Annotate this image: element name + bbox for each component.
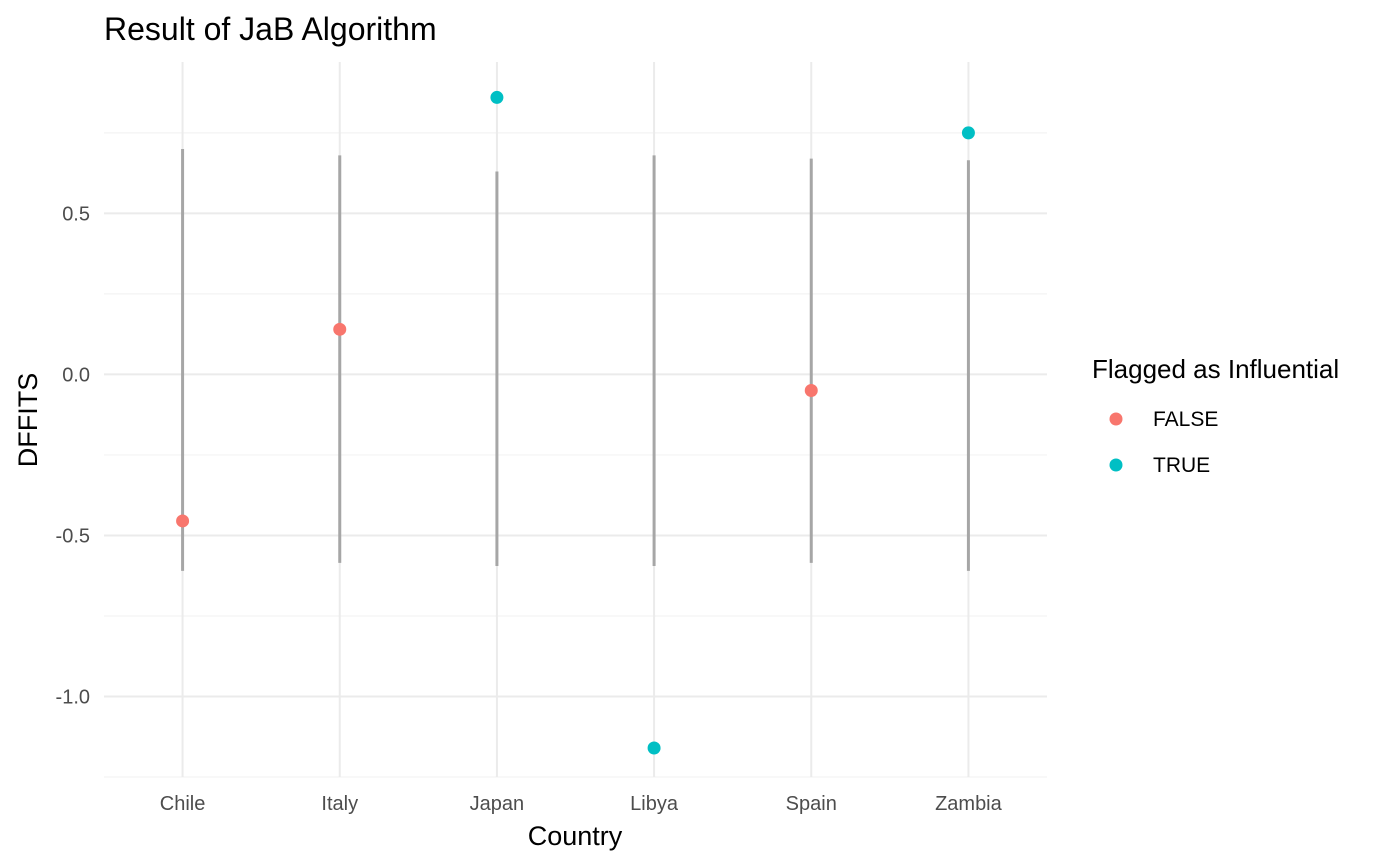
x-tick-label: Libya [630, 793, 679, 815]
x-tick-label: Zambia [935, 793, 1003, 815]
legend-label: TRUE [1153, 454, 1210, 477]
data-point [333, 322, 347, 336]
legend-key [1109, 458, 1123, 472]
x-axis-ticks: Chile Italy Japan Libya Spain Zambia [160, 793, 1003, 815]
data-point [490, 90, 504, 104]
chart-title: Result of JaB Algorithm [104, 11, 437, 47]
x-tick-label: Chile [160, 793, 206, 815]
y-axis-ticks: -1.0 -0.5 0.0 0.5 [56, 203, 90, 708]
legend-items: FALSE TRUE [1109, 408, 1218, 477]
legend-label: FALSE [1153, 408, 1218, 431]
y-tick-label: 0.5 [62, 203, 90, 225]
data-point [647, 741, 661, 755]
data-point [804, 384, 818, 398]
cutoff-intervals [181, 148, 970, 571]
grid-lines [104, 62, 1047, 778]
y-axis-title: DFFITS [13, 373, 43, 468]
data-points [176, 90, 975, 755]
x-axis-title: Country [528, 821, 623, 851]
legend: Flagged as Influential FALSE TRUE [1092, 354, 1339, 477]
data-point [961, 126, 975, 140]
x-tick-label: Italy [321, 793, 358, 815]
legend-title: Flagged as Influential [1092, 354, 1339, 384]
x-tick-label: Japan [470, 793, 525, 815]
y-tick-label: 0.0 [62, 364, 90, 386]
x-tick-label: Spain [786, 793, 837, 815]
y-tick-label: -1.0 [56, 686, 90, 708]
data-point [176, 514, 190, 528]
legend-key [1109, 412, 1123, 426]
y-tick-label: -0.5 [56, 525, 90, 547]
